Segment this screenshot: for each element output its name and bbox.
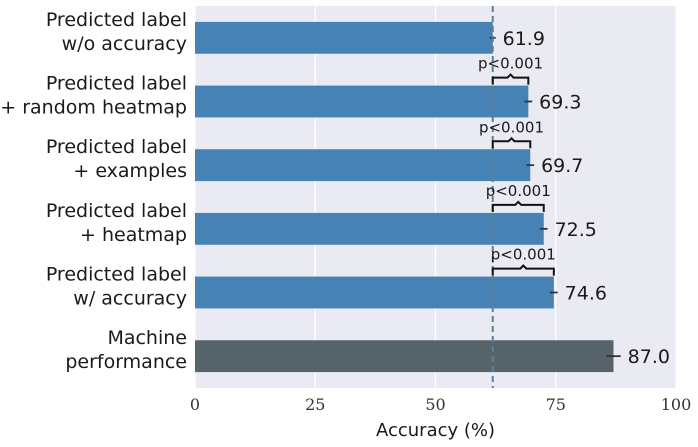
significance-brackets: p<0.001 p<0.001 p<0.001 p<0.001	[478, 55, 556, 276]
x-tick-label: 50	[425, 395, 445, 414]
value-label: 69.7	[541, 155, 583, 177]
p-value-label: p<0.001	[486, 182, 551, 200]
value-label: 74.6	[565, 283, 607, 305]
x-tick-label: 75	[546, 395, 566, 414]
bar	[195, 21, 493, 54]
bar	[195, 212, 544, 245]
grid-lines	[194, 6, 677, 388]
bar	[195, 340, 614, 373]
significance-bracket	[491, 73, 530, 85]
category-label: Predicted label	[46, 200, 187, 222]
bar	[195, 149, 531, 182]
x-tick-label: 0	[190, 395, 200, 414]
category-label: w/ accuracy	[73, 288, 187, 310]
bars: 61.9 69.3 69.7 72.5 74.6 87.0	[195, 21, 670, 373]
category-label: + heatmap	[80, 224, 187, 246]
significance-bracket	[491, 136, 532, 149]
category-label: Predicted label	[46, 9, 187, 31]
category-label: + examples	[73, 160, 187, 182]
category-label: w/o accuracy	[62, 33, 187, 55]
x-axis-ticks: 0 25 50 75 100	[190, 395, 691, 414]
p-value-label: p<0.001	[478, 55, 543, 73]
x-tick-label: 25	[305, 395, 325, 414]
category-label: + random heatmap	[0, 97, 187, 119]
value-label: 87.0	[628, 346, 670, 368]
bar	[195, 276, 554, 309]
category-label: Predicted label	[46, 73, 187, 95]
significance-bracket	[491, 200, 545, 212]
p-value-label: p<0.001	[479, 118, 544, 136]
p-value-label: p<0.001	[491, 246, 556, 264]
category-label: Predicted label	[46, 136, 187, 158]
x-axis-title: Accuracy (%)	[376, 420, 495, 441]
value-label: 61.9	[503, 28, 545, 50]
x-tick-label: 100	[661, 395, 692, 414]
value-label: 72.5	[555, 219, 597, 241]
category-label: Predicted label	[46, 264, 187, 286]
category-label: performance	[65, 351, 187, 373]
bar	[195, 85, 529, 118]
significance-bracket	[491, 264, 555, 276]
category-label: Machine	[107, 327, 187, 349]
value-label: 69.3	[539, 92, 581, 114]
